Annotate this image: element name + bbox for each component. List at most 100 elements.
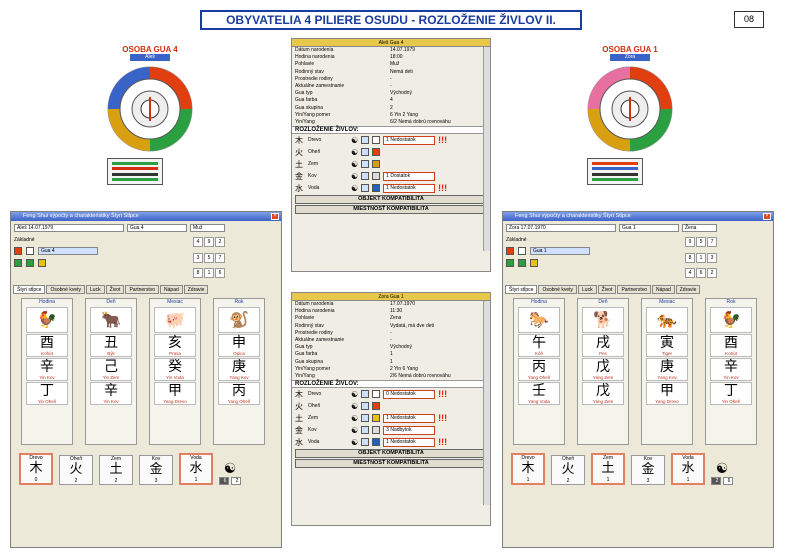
info-row: Gua farba 1 <box>292 351 490 358</box>
info-value: Nemá deti <box>390 68 413 75</box>
tab-partner[interactable]: Partnerstvo <box>617 285 652 294</box>
tab-four-pillars[interactable]: Štyri stĺpce <box>505 285 538 294</box>
rooster-icon: 🐓 <box>710 307 752 333</box>
right-pillars: Hodina 🐎 午 Kôň 丙 Yang Oheň 壬 Yang Voda Deň … <box>503 294 773 449</box>
element-name: Drevo <box>308 391 322 398</box>
info-row: Yin/Yang 2/6 Nemá dobrú rovnováhu <box>292 373 490 380</box>
left-gua-field[interactable]: Gua 4 <box>127 224 187 232</box>
tab-life[interactable]: Život <box>105 285 125 294</box>
left-pillars: Hodina 🐓 酉 Kohút 辛 Yin Kov 丁 Yin Oheň Deň 🐂… <box>11 294 281 449</box>
info-row: Aktuálne zamestnanie - <box>292 337 490 344</box>
element-name: Oheň <box>308 403 321 410</box>
room-compat-button[interactable]: MIESTNOSŤ KOMPATIBILITA <box>295 205 487 215</box>
info-key: Hodina narodenia <box>295 308 335 315</box>
info-value: 6/2 Nemá dobrú rovnováhu <box>390 118 451 125</box>
left-bagua-compass-icon <box>107 66 193 152</box>
element-char: 水 <box>295 183 303 193</box>
element-earth: Zem 土 1 <box>591 453 625 485</box>
right-person-select[interactable]: Zora 17.07.1970 <box>506 224 616 232</box>
element-color-swatch <box>372 172 381 181</box>
info-value: - <box>390 82 392 89</box>
element-color-swatch <box>372 184 381 193</box>
scale-icon[interactable] <box>361 136 370 145</box>
element-char: 土 <box>295 159 303 169</box>
scale-icon[interactable] <box>361 414 370 423</box>
element-color-swatch <box>372 160 381 169</box>
element-name: Kov <box>308 173 317 180</box>
info-value: Muž <box>390 61 400 68</box>
scale-icon[interactable] <box>361 160 370 169</box>
left-gua-block: OSOBA GUA 4 Aleš <box>105 45 195 185</box>
warning-mark: !!! <box>438 413 448 424</box>
info-value: 2 Yin 6 Yang <box>390 365 418 372</box>
scale-icon[interactable] <box>361 438 370 447</box>
horse-icon: 🐎 <box>518 307 560 333</box>
left-person-select[interactable]: Aleš 14.07.1979 <box>14 224 124 232</box>
object-compat-button[interactable]: OBJEKT KOMPATIBILITA <box>295 449 487 459</box>
object-compat-button[interactable]: OBJEKT KOMPATIBILITA <box>295 195 487 205</box>
tab-personal[interactable]: Osobné kvety <box>46 285 86 294</box>
info-key: Yin/Yang pomer <box>295 111 331 118</box>
info-value: 2 <box>390 104 393 111</box>
right-gender-field[interactable]: Žena <box>682 224 717 232</box>
element-row: 金 Kov ☯ 1 Dostatok <box>292 170 490 182</box>
info-key: Yin/Yang <box>295 372 315 379</box>
room-compat-button[interactable]: MIESTNOSŤ KOMPATIBILITA <box>295 459 487 469</box>
tab-partner[interactable]: Partnerstvo <box>125 285 160 294</box>
top-element-rows: 木 Drevo ☯ 1 Nedostatok!!! 火 Oheň ☯ 土 Zem ☯ 金 Kov ☯ 1 … <box>292 134 490 194</box>
info-value: 14.07.1979 <box>390 47 416 53</box>
element-fire: Oheň 火 2 <box>59 455 93 485</box>
bottom-scrollbar[interactable] <box>483 301 490 505</box>
left-person-row: Aleš 14.07.1979 Gua 4 Muž <box>11 221 281 235</box>
right-gua-sub: Zora <box>610 54 650 61</box>
pig-icon: 🐖 <box>154 307 196 333</box>
scale-icon[interactable] <box>361 172 370 181</box>
tab-luck[interactable]: Luck <box>86 285 105 294</box>
info-value: Východný <box>390 344 412 351</box>
info-key: Rodinný stav <box>295 68 324 75</box>
info-value: 1 <box>390 351 393 358</box>
scale-icon[interactable] <box>361 426 370 435</box>
right-gua-field[interactable]: Gua 1 <box>619 224 679 232</box>
scale-icon[interactable] <box>361 402 370 411</box>
info-key: Hodina narodenia <box>295 54 335 61</box>
tab-luck[interactable]: Luck <box>578 285 597 294</box>
element-color-swatch <box>372 148 381 157</box>
tab-four-pillars[interactable]: Štyri stĺpce <box>13 285 46 294</box>
pillar-day: Deň 🐕 戌 Pes 戊 Yang Zem 戊 Yang Zem <box>577 298 629 445</box>
info-key: Prostredie rodiny <box>295 75 333 82</box>
left-trigram-stack <box>107 158 163 185</box>
bottom-panel-title: Zora Gua 1 <box>292 293 490 301</box>
element-color-swatch <box>372 136 381 145</box>
info-key: Rodinný stav <box>295 322 324 329</box>
element-color-swatch <box>372 426 381 435</box>
scale-icon[interactable] <box>361 148 370 157</box>
element-name: Zem <box>308 161 318 168</box>
info-row: Prostredie rodiny - <box>292 76 490 83</box>
tab-idea[interactable]: Nápad <box>652 285 675 294</box>
tab-health[interactable]: Zdravie <box>675 285 701 294</box>
info-value: 11:30 <box>390 308 403 315</box>
element-water: Voda 水 1 <box>179 453 213 485</box>
close-icon[interactable]: × <box>271 213 279 220</box>
info-key: Aktuálne zamestnanie <box>295 336 345 343</box>
close-icon[interactable]: × <box>763 213 771 220</box>
tab-personal[interactable]: Osobné kvety <box>538 285 578 294</box>
page-number: 08 <box>734 11 764 28</box>
tab-health[interactable]: Zdravie <box>183 285 209 294</box>
scale-icon[interactable] <box>361 390 370 399</box>
top-scrollbar[interactable] <box>483 47 490 251</box>
tab-life[interactable]: Život <box>597 285 617 294</box>
pillar-year: Rok 🐓 酉 Kohút 辛 Yin Kov 丁 Yin Oheň <box>705 298 757 445</box>
info-row: Rodinný stav Nemá deti <box>292 69 490 76</box>
element-status-box: 1 Nedostatok <box>383 437 436 447</box>
left-gender-field[interactable]: Muž <box>190 224 225 232</box>
element-char: 金 <box>295 425 303 435</box>
scale-icon[interactable] <box>361 184 370 193</box>
element-status-box: 1 Dostatok <box>383 171 436 181</box>
tab-idea[interactable]: Nápad <box>160 285 183 294</box>
info-row: Gua typ Východný <box>292 90 490 97</box>
